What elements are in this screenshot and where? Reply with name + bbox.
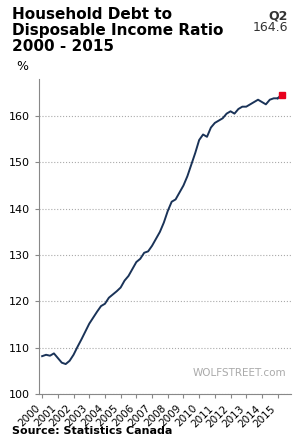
Text: Disposable Income Ratio: Disposable Income Ratio	[12, 23, 224, 38]
Text: Source: Statistics Canada: Source: Statistics Canada	[12, 426, 172, 436]
Text: Q2: Q2	[268, 10, 288, 23]
Text: WOLFSTREET.com: WOLFSTREET.com	[192, 368, 286, 378]
Text: Household Debt to: Household Debt to	[12, 7, 172, 21]
Text: 164.6: 164.6	[253, 21, 288, 34]
Text: 2000 - 2015: 2000 - 2015	[12, 39, 114, 53]
Text: %: %	[16, 60, 28, 73]
